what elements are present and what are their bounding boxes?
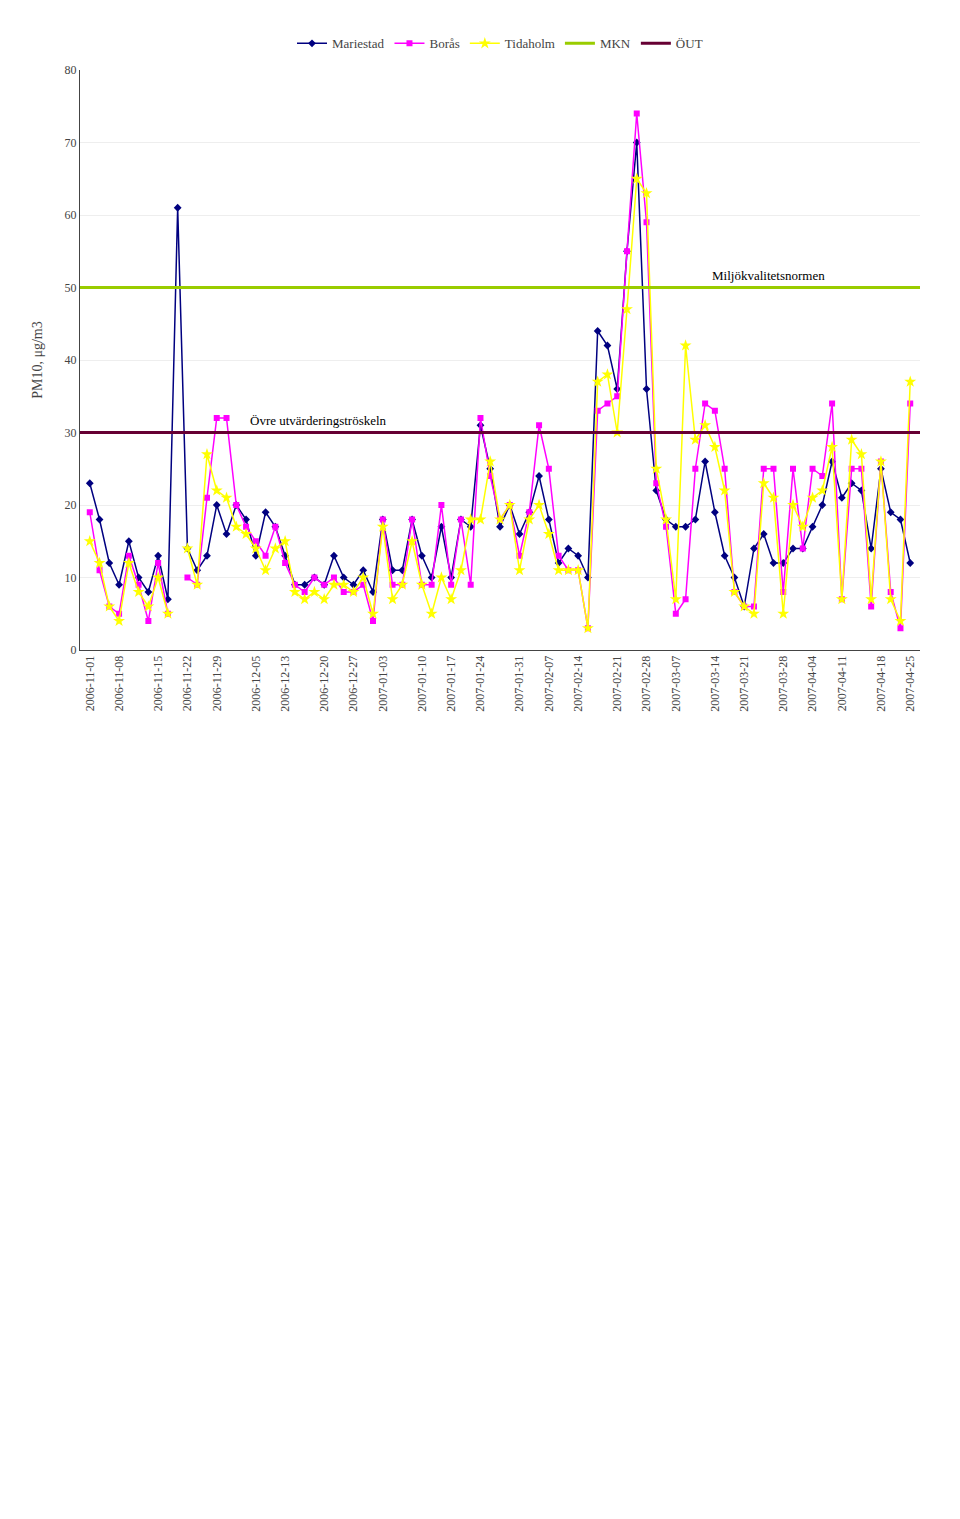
svg-text:MKN: MKN (600, 36, 631, 51)
svg-text:Borås: Borås (429, 36, 459, 51)
svg-text:2007-01-03: 2007-01-03 (376, 656, 390, 712)
svg-text:2007-02-14: 2007-02-14 (571, 656, 585, 712)
svg-text:2006-11-08: 2006-11-08 (112, 656, 126, 712)
svg-text:Mariestad: Mariestad (332, 36, 384, 51)
svg-text:2007-02-21: 2007-02-21 (610, 656, 624, 712)
svg-text:2007-02-07: 2007-02-07 (542, 656, 556, 712)
svg-text:2007-03-21: 2007-03-21 (737, 656, 751, 712)
svg-text:2007-01-31: 2007-01-31 (512, 656, 526, 712)
svg-text:30: 30 (65, 426, 77, 440)
svg-text:2007-01-17: 2007-01-17 (444, 656, 458, 712)
svg-text:2007-04-18: 2007-04-18 (874, 656, 888, 712)
svg-text:2007-02-28: 2007-02-28 (639, 656, 653, 712)
svg-text:0: 0 (71, 643, 77, 657)
svg-text:10: 10 (65, 571, 77, 585)
svg-text:Tidaholm: Tidaholm (505, 36, 555, 51)
svg-text:2006-11-15: 2006-11-15 (151, 656, 165, 712)
svg-text:50: 50 (65, 281, 77, 295)
svg-text:20: 20 (65, 498, 77, 512)
svg-text:2006-11-29: 2006-11-29 (210, 656, 224, 712)
svg-text:60: 60 (65, 208, 77, 222)
svg-text:ÖUT: ÖUT (676, 36, 703, 51)
svg-text:Miljökvalitetsnormen: Miljökvalitetsnormen (712, 268, 825, 283)
svg-text:2006-12-13: 2006-12-13 (278, 656, 292, 712)
svg-text:2007-04-04: 2007-04-04 (805, 656, 819, 712)
svg-text:70: 70 (65, 136, 77, 150)
svg-text:2006-11-01: 2006-11-01 (83, 656, 97, 712)
svg-text:80: 80 (65, 63, 77, 77)
svg-text:2006-11-22: 2006-11-22 (180, 656, 194, 712)
svg-text:Övre utvärderingströskeln: Övre utvärderingströskeln (250, 413, 387, 428)
svg-text:2007-01-10: 2007-01-10 (415, 656, 429, 712)
svg-text:40: 40 (65, 353, 77, 367)
svg-text:2007-03-14: 2007-03-14 (708, 656, 722, 712)
svg-text:2007-04-25: 2007-04-25 (903, 656, 917, 712)
svg-text:2006-12-20: 2006-12-20 (317, 656, 331, 712)
svg-text:2006-12-27: 2006-12-27 (346, 656, 360, 712)
svg-text:2006-12-05: 2006-12-05 (249, 656, 263, 712)
svg-text:2007-03-07: 2007-03-07 (669, 656, 683, 712)
svg-text:2007-03-28: 2007-03-28 (776, 656, 790, 712)
svg-text:2007-04-11: 2007-04-11 (835, 656, 849, 712)
svg-text:PM10, μg/m3: PM10, μg/m3 (30, 321, 45, 399)
svg-text:2007-01-24: 2007-01-24 (473, 656, 487, 712)
